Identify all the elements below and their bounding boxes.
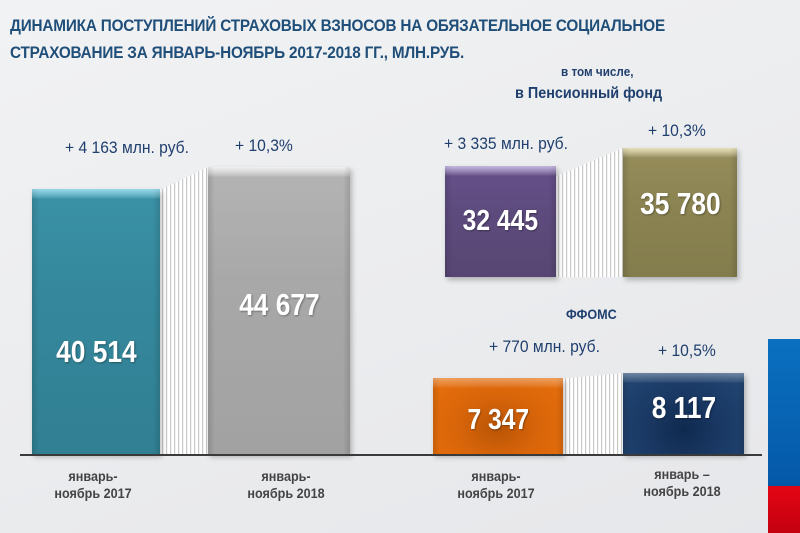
total-delta-abs: + 4 163 млн. руб.	[65, 138, 189, 157]
ffoms-delta-abs: + 770 млн. руб.	[489, 337, 600, 356]
pf-heading-line1: в том числе,	[561, 64, 634, 79]
chart-title-line2: СТРАХОВАНИЕ ЗА ЯНВАРЬ-НОЯБРЬ 2017-2018 Г…	[10, 43, 465, 62]
x-label-total-2018: январь- ноябрь 2018	[232, 468, 340, 502]
ffoms-connector	[563, 373, 623, 454]
bar-pf-2017-value: 32 445	[462, 205, 539, 237]
x-label-line: ноябрь 2018	[247, 485, 325, 501]
bar-total-2017: 40 514	[32, 189, 160, 454]
x-label-line: январь-	[68, 468, 118, 484]
bar-pf-2018-value: 35 780	[639, 185, 721, 221]
x-axis-baseline	[20, 454, 762, 456]
ffoms-delta-pct: + 10,5%	[658, 341, 716, 360]
chart-title-line1: ДИНАМИКА ПОСТУПЛЕНИЙ СТРАХОВЫХ ВЗНОСОВ Н…	[10, 16, 666, 35]
x-label-line: январь –	[654, 466, 710, 482]
x-label-ffoms-2018: январь – ноябрь 2018	[628, 466, 736, 500]
x-label-line: ноябрь 2017	[457, 485, 535, 501]
bar-total-2017-value: 40 514	[55, 333, 137, 369]
bar-ffoms-2018: 8 117	[623, 373, 744, 454]
x-label-ffoms-2017: январь- ноябрь 2017	[442, 468, 550, 502]
bar-ffoms-2017: 7 347	[433, 378, 563, 454]
bar-total-2018-value: 44 677	[238, 286, 320, 322]
pf-delta-abs: + 3 335 млн. руб.	[444, 134, 568, 153]
x-label-line: ноябрь 2018	[643, 483, 721, 499]
pf-connector	[556, 148, 623, 277]
bar-ffoms-2018-value: 8 117	[651, 389, 716, 425]
flag-stripe-blue	[768, 339, 800, 486]
pf-delta-pct: + 10,3%	[648, 121, 706, 140]
bar-bevel	[32, 189, 160, 454]
total-connector	[160, 167, 208, 454]
x-label-line: ноябрь 2017	[54, 485, 132, 501]
x-label-line: январь-	[261, 468, 311, 484]
bar-ffoms-2017-value: 7 347	[467, 403, 529, 436]
bar-pf-2017: 32 445	[445, 166, 556, 277]
flag-stripe-red	[768, 486, 800, 533]
ffoms-heading: ФФОМС	[566, 306, 617, 322]
x-label-total-2017: январь- ноябрь 2017	[44, 468, 143, 502]
bar-total-2018: 44 677	[208, 167, 350, 454]
pf-heading-line2: в Пенсионный фонд	[515, 85, 663, 102]
x-label-line: январь-	[471, 468, 521, 484]
bar-pf-2018: 35 780	[623, 148, 737, 277]
total-delta-pct: + 10,3%	[235, 136, 293, 155]
